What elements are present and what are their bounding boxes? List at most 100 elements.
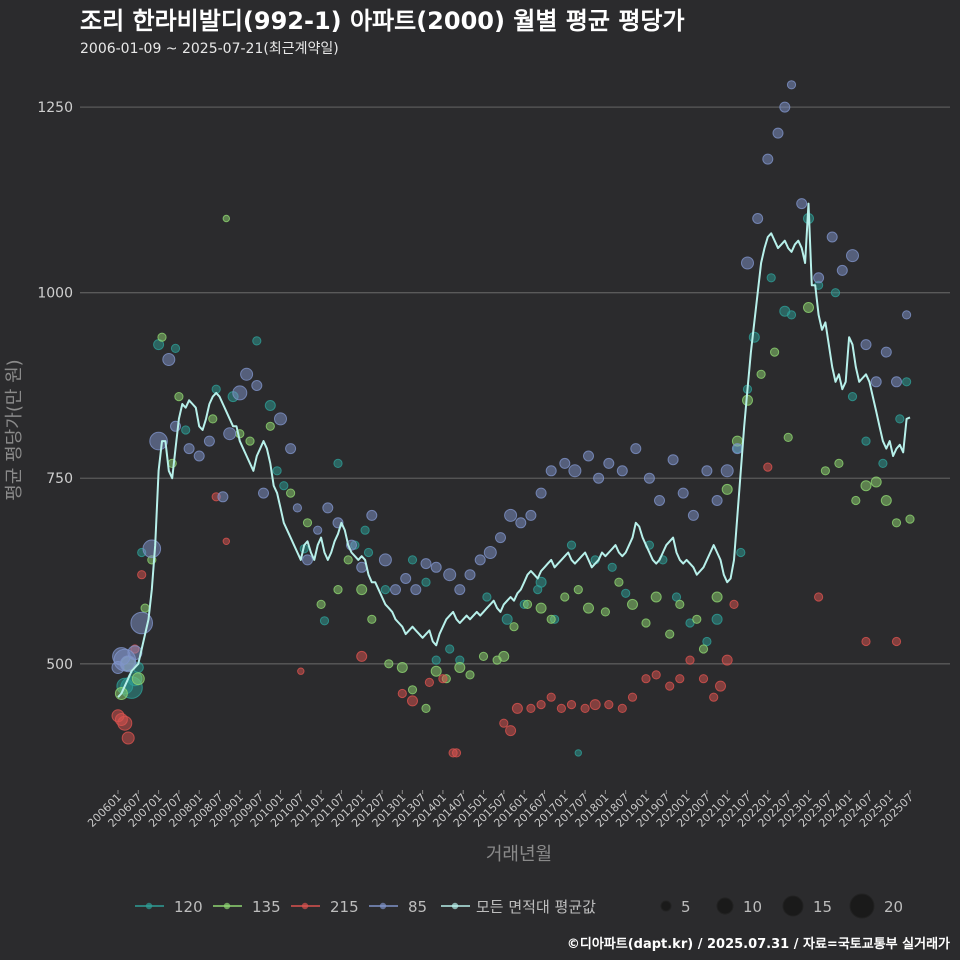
legend-key-point [223, 902, 231, 910]
chart-subtitle: 2006-01-09 ~ 2025-07-21(최근계약일) [80, 41, 339, 57]
point-series-120 [902, 377, 912, 387]
point-series-135 [509, 622, 519, 632]
point-series-120 [711, 613, 723, 625]
point-series-215 [438, 674, 448, 684]
y-axis-ticks: 500 750 1000 1250 [37, 100, 73, 673]
point-series-85 [251, 380, 263, 391]
point-series-85 [846, 249, 859, 263]
point-series-85 [813, 272, 825, 284]
legend-size-circle [660, 900, 672, 912]
point-series-85 [203, 435, 215, 447]
legend-size-circle [849, 893, 875, 919]
point-series-135 [522, 599, 533, 610]
point-series-85 [292, 503, 302, 513]
point-series-85 [870, 376, 882, 388]
point-series-85 [701, 465, 713, 477]
point-series-135 [770, 347, 780, 357]
point-series-85 [285, 443, 297, 455]
y-tick-label: 1250 [37, 100, 73, 116]
point-series-135 [316, 599, 326, 610]
legend-size-label: 20 [884, 898, 903, 916]
point-series-135 [174, 392, 184, 402]
point-series-85 [860, 339, 872, 351]
point-series-215 [721, 654, 733, 666]
point-series-85 [559, 457, 571, 469]
point-series-215 [499, 718, 509, 728]
point-series-135 [343, 555, 353, 565]
point-series-120 [170, 343, 181, 353]
point-series-215 [651, 670, 661, 680]
source-caption: ©디아파트(dapt.kr) / 2025.07.31 / 자료=국토교통부 실… [567, 936, 950, 952]
point-series-135 [675, 599, 685, 610]
point-series-135 [535, 602, 547, 614]
point-series-120 [181, 425, 191, 435]
point-series-135 [498, 650, 510, 662]
point-series-85 [515, 517, 527, 529]
point-series-85 [400, 573, 412, 584]
point-series-85 [535, 487, 547, 499]
point-series-85 [313, 525, 323, 535]
point-series-85 [464, 569, 476, 581]
point-series-135 [478, 651, 489, 662]
point-series-215 [222, 537, 231, 545]
point-series-215 [407, 695, 418, 707]
point-series-120 [621, 588, 631, 598]
point-series-135 [157, 332, 167, 342]
point-series-85 [772, 127, 784, 139]
point-series-120 [830, 288, 841, 298]
point-series-85 [630, 443, 642, 455]
legend-label-120: 120 [174, 898, 203, 916]
point-series-215 [556, 703, 567, 714]
point-series-85 [545, 465, 557, 477]
point-series-135 [783, 432, 793, 442]
point-series-135 [333, 585, 343, 595]
point-series-135 [430, 665, 442, 677]
point-series-135 [803, 302, 814, 313]
average-line-layer [117, 202, 911, 698]
chart-title: 조리 한라비발디(992-1) 아파트(2000) 월별 평균 평당가 [80, 7, 685, 35]
point-series-135 [692, 614, 702, 624]
x-axis-title: 거래년월 [486, 844, 552, 865]
point-series-85 [183, 443, 195, 455]
point-series-120 [702, 636, 712, 647]
point-series-215 [641, 674, 651, 684]
point-series-85 [731, 443, 743, 455]
point-series-135 [905, 514, 915, 524]
point-series-85 [711, 495, 723, 506]
point-series-120 [421, 577, 431, 587]
point-series-215 [665, 681, 675, 691]
point-series-215 [546, 692, 556, 702]
point-series-135 [641, 618, 651, 628]
point-series-215 [763, 462, 773, 472]
point-series-120 [363, 547, 374, 558]
point-series-120 [431, 655, 441, 665]
point-series-215 [861, 636, 871, 647]
legend-key-point [451, 902, 459, 910]
point-series-120 [786, 310, 797, 320]
point-series-215 [424, 677, 434, 688]
point-series-85 [162, 353, 176, 366]
point-series-135 [208, 414, 218, 424]
point-series-120 [482, 592, 492, 602]
point-series-135 [245, 436, 255, 446]
point-series-135 [421, 703, 431, 714]
point-series-85 [495, 532, 506, 544]
point-series-85 [616, 465, 628, 477]
point-series-120 [671, 592, 682, 602]
point-series-85 [583, 450, 594, 462]
legend-size-circle [716, 897, 734, 915]
point-series-215 [709, 692, 719, 702]
y-tick-label: 1000 [37, 286, 73, 302]
point-series-135 [286, 488, 296, 498]
point-series-120 [279, 481, 289, 491]
legend-size-circle [782, 895, 804, 917]
point-series-85 [762, 153, 774, 165]
point-series-215 [729, 599, 739, 610]
point-series-120 [895, 414, 905, 424]
point-series-215 [580, 703, 590, 714]
legend-size-label: 10 [743, 898, 762, 916]
point-series-85 [217, 491, 229, 503]
point-series-135 [454, 662, 466, 673]
point-series-85 [454, 584, 466, 596]
point-series-215 [685, 655, 695, 665]
